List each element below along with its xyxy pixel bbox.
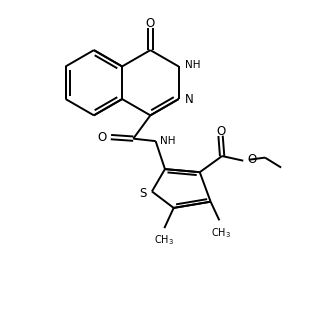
- Text: NH: NH: [185, 60, 201, 70]
- Text: O: O: [216, 125, 225, 138]
- Text: N: N: [185, 93, 193, 106]
- Text: CH$_3$: CH$_3$: [211, 226, 231, 240]
- Text: O: O: [248, 153, 257, 166]
- Text: NH: NH: [160, 136, 175, 146]
- Text: S: S: [139, 186, 147, 199]
- Text: O: O: [97, 130, 107, 144]
- Text: O: O: [146, 17, 155, 30]
- Text: CH$_3$: CH$_3$: [154, 234, 174, 248]
